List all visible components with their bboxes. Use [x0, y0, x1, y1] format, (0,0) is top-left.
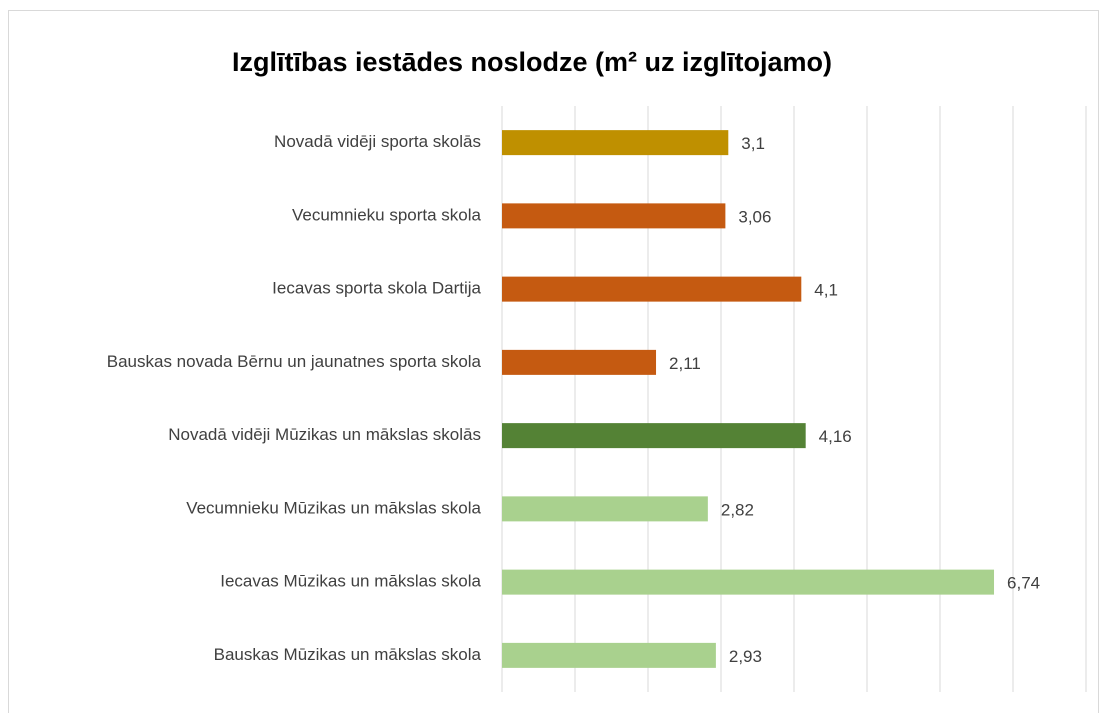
y-tick-label: Vecumnieku sporta skola [292, 205, 482, 224]
y-tick-label: Iecavas Mūzikas un mākslas skola [220, 572, 481, 591]
bar [502, 203, 726, 229]
bar [502, 569, 995, 595]
y-tick-label: Vecumnieku Mūzikas un mākslas skola [186, 498, 481, 517]
bar [502, 349, 657, 375]
bar [502, 423, 806, 449]
y-tick-label: Novadā vidēji Mūzikas un mākslas skolās [168, 425, 481, 444]
data-label: 4,16 [819, 427, 852, 446]
data-label: 6,74 [1007, 574, 1040, 593]
y-tick-label: Bauskas novada Bērnu un jaunatnes sporta… [107, 352, 482, 371]
y-tick-label: Novadā vidēji sporta skolās [274, 132, 481, 151]
bar [502, 276, 802, 302]
data-label: 3,1 [741, 134, 765, 153]
bar [502, 130, 729, 156]
data-label: 4,1 [814, 281, 838, 300]
bar [502, 642, 716, 668]
data-label: 2,93 [729, 647, 762, 666]
y-tick-label: Bauskas Mūzikas un mākslas skola [214, 645, 482, 664]
data-label: 2,82 [721, 500, 754, 519]
data-label: 2,11 [669, 354, 701, 373]
y-tick-label: Iecavas sporta skola Dartija [272, 279, 481, 298]
chart-title: Izglītības iestādes noslodze (m² uz izgl… [232, 47, 832, 77]
data-label: 3,06 [738, 207, 771, 226]
bar [502, 496, 708, 522]
